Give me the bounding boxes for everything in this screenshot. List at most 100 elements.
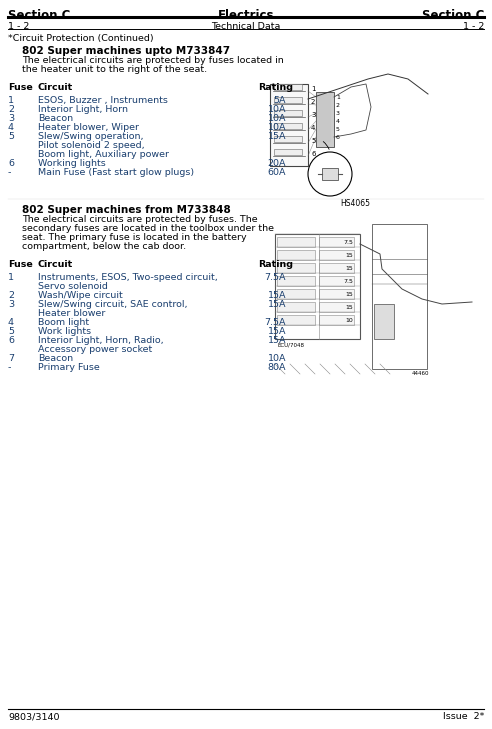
Bar xyxy=(274,149,302,155)
Text: 3: 3 xyxy=(8,114,14,123)
Text: 15A: 15A xyxy=(268,300,286,309)
Text: Work lights: Work lights xyxy=(38,327,91,336)
Text: Main Fuse (Fast start glow plugs): Main Fuse (Fast start glow plugs) xyxy=(38,168,194,177)
Text: 1 - 2: 1 - 2 xyxy=(462,22,484,31)
Text: 15: 15 xyxy=(345,305,353,310)
Text: 6: 6 xyxy=(311,151,315,157)
Text: 802 Super machines upto M733847: 802 Super machines upto M733847 xyxy=(22,46,230,56)
Text: 15: 15 xyxy=(345,292,353,297)
Bar xyxy=(277,237,315,247)
Text: Technical Data: Technical Data xyxy=(211,22,281,31)
Text: secondary fuses are located in the toolbox under the: secondary fuses are located in the toolb… xyxy=(22,224,274,233)
Text: 20A: 20A xyxy=(268,159,286,168)
Text: 5: 5 xyxy=(336,127,340,131)
Text: 15A: 15A xyxy=(268,291,286,300)
Text: 7.5A: 7.5A xyxy=(265,318,286,327)
Text: Electrics: Electrics xyxy=(218,9,274,22)
Text: Rating: Rating xyxy=(258,83,293,92)
Text: Section C: Section C xyxy=(422,9,484,22)
Text: compartment, below the cab door.: compartment, below the cab door. xyxy=(22,242,186,251)
Text: 3: 3 xyxy=(8,300,14,309)
Bar xyxy=(319,302,354,312)
Text: 1: 1 xyxy=(311,86,315,92)
Text: 15: 15 xyxy=(345,252,353,257)
Text: 9803/3140: 9803/3140 xyxy=(8,712,60,721)
Bar xyxy=(319,289,354,299)
Text: 2: 2 xyxy=(311,99,315,105)
Bar xyxy=(319,276,354,286)
Bar xyxy=(319,315,354,325)
Text: Heater blower: Heater blower xyxy=(38,309,105,318)
Text: Fuse: Fuse xyxy=(8,83,33,92)
Bar xyxy=(277,289,315,299)
Text: 5: 5 xyxy=(311,138,315,144)
Text: 2: 2 xyxy=(8,105,14,114)
Bar xyxy=(277,276,315,286)
Text: Servo solenoid: Servo solenoid xyxy=(38,282,108,291)
Text: 10A: 10A xyxy=(268,123,286,132)
Text: Boom light: Boom light xyxy=(38,318,89,327)
Text: 7.5: 7.5 xyxy=(343,278,353,284)
Bar xyxy=(274,110,302,116)
Text: 1: 1 xyxy=(8,273,14,282)
Text: 6: 6 xyxy=(8,336,14,345)
Bar xyxy=(374,304,394,339)
Text: 15: 15 xyxy=(345,265,353,270)
Text: 4: 4 xyxy=(8,318,14,327)
Text: Slew/Swing circuit, SAE control,: Slew/Swing circuit, SAE control, xyxy=(38,300,187,309)
Text: The electrical circuits are protected by fuses. The: The electrical circuits are protected by… xyxy=(22,215,258,224)
Text: 3: 3 xyxy=(311,112,315,118)
Bar xyxy=(277,250,315,260)
Text: 15A: 15A xyxy=(268,327,286,336)
Text: 15A: 15A xyxy=(268,336,286,345)
Text: The electrical circuits are protected by fuses located in: The electrical circuits are protected by… xyxy=(22,56,284,65)
Bar xyxy=(270,84,308,166)
Text: Circuit: Circuit xyxy=(38,260,73,269)
Text: -: - xyxy=(8,168,11,177)
Text: 10A: 10A xyxy=(268,105,286,114)
Text: ESOS, Buzzer , Instruments: ESOS, Buzzer , Instruments xyxy=(38,96,168,105)
Text: Interior Light, Horn: Interior Light, Horn xyxy=(38,105,128,114)
Text: 44460: 44460 xyxy=(412,371,430,376)
Text: HS4065: HS4065 xyxy=(340,199,370,208)
Text: Pilot solenoid 2 speed,: Pilot solenoid 2 speed, xyxy=(38,141,145,150)
Text: 1: 1 xyxy=(336,95,340,99)
Text: 7.5A: 7.5A xyxy=(265,273,286,282)
Text: 3: 3 xyxy=(336,111,340,115)
Text: 10A: 10A xyxy=(268,114,286,123)
Text: ECU/7048: ECU/7048 xyxy=(277,342,304,347)
Bar xyxy=(372,224,427,369)
Text: 5A: 5A xyxy=(274,96,286,105)
Bar xyxy=(277,315,315,325)
Text: the heater unit to the right of the seat.: the heater unit to the right of the seat… xyxy=(22,65,207,74)
Text: 7: 7 xyxy=(8,354,14,363)
Text: Slew/Swing operation,: Slew/Swing operation, xyxy=(38,132,144,141)
Text: Circuit: Circuit xyxy=(38,83,73,92)
Text: 2: 2 xyxy=(8,291,14,300)
Bar xyxy=(274,84,302,90)
Text: 5: 5 xyxy=(8,132,14,141)
Text: Beacon: Beacon xyxy=(38,354,73,363)
Text: 5: 5 xyxy=(8,327,14,336)
Bar xyxy=(319,263,354,273)
Bar xyxy=(274,97,302,103)
Text: 10: 10 xyxy=(345,318,353,322)
Text: Beacon: Beacon xyxy=(38,114,73,123)
Text: 2: 2 xyxy=(336,103,340,107)
Text: Fuse: Fuse xyxy=(8,260,33,269)
Text: Primary Fuse: Primary Fuse xyxy=(38,363,100,372)
Bar xyxy=(322,168,338,180)
Circle shape xyxy=(308,152,352,196)
Text: Instruments, ESOS, Two-speed circuit,: Instruments, ESOS, Two-speed circuit, xyxy=(38,273,218,282)
Text: Accessory power socket: Accessory power socket xyxy=(38,345,152,354)
Text: 60A: 60A xyxy=(268,168,286,177)
Bar xyxy=(274,123,302,129)
Text: 4: 4 xyxy=(311,125,315,131)
Text: 1: 1 xyxy=(8,96,14,105)
Text: 802 Super machines from M733848: 802 Super machines from M733848 xyxy=(22,205,231,215)
Text: -: - xyxy=(8,363,11,372)
Text: Interior Light, Horn, Radio,: Interior Light, Horn, Radio, xyxy=(38,336,164,345)
Text: 4: 4 xyxy=(336,119,340,123)
Bar xyxy=(319,250,354,260)
Text: Section C: Section C xyxy=(8,9,70,22)
